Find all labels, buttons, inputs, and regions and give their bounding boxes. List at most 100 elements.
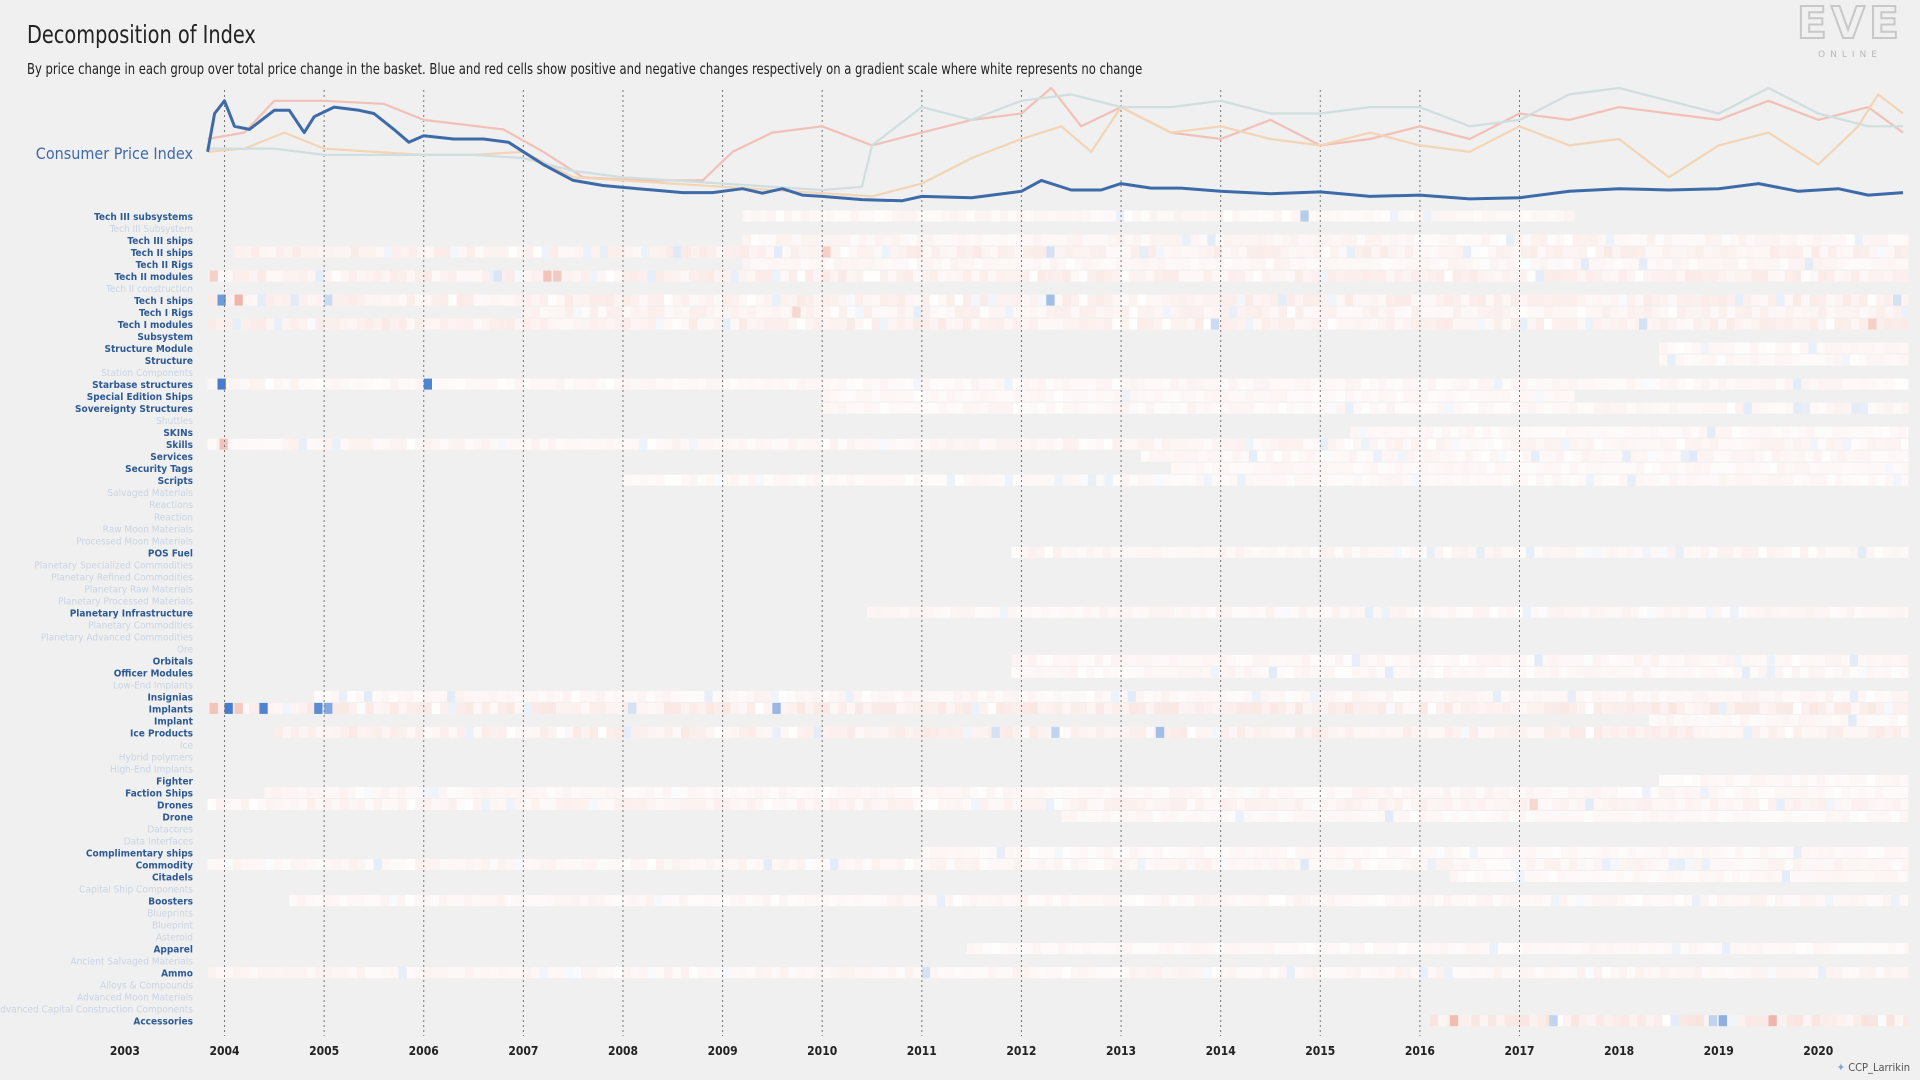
heatmap-cell [720,690,730,702]
heatmap-cell [1780,234,1789,246]
heatmap-cell [1228,390,1238,402]
heatmap-cell [1899,690,1909,702]
heatmap-cell [1815,871,1824,882]
heatmap-cell [696,690,705,702]
heatmap-cell [1185,546,1195,558]
heatmap-cell [381,294,391,306]
heatmap-cell [1650,895,1660,907]
heatmap-cell [1854,450,1864,462]
heatmap-cell [1527,462,1537,474]
heatmap-cell [1370,390,1379,402]
heatmap-cell [729,787,738,798]
heatmap-cell [705,702,715,714]
heatmap-cell [1121,390,1130,402]
heatmap-cell [448,967,457,979]
heatmap-cell [812,690,821,702]
heatmap-cell [896,402,906,414]
heatmap-cell [1272,246,1281,258]
heatmap-cell [872,402,881,414]
heatmap-cell [1784,702,1794,714]
heatmap-cell [1838,606,1847,618]
heatmap-cell [1460,318,1470,330]
heatmap-cell [207,378,217,390]
heatmap-cell [315,799,325,810]
heatmap-cell [1509,546,1519,558]
heatmap-cell [1104,402,1113,414]
heatmap-cell [1194,654,1203,666]
heatmap-cell [1879,258,1889,270]
heatmap-cell [1202,895,1211,907]
heatmap-cell [863,967,872,979]
heatmap-cell [1542,546,1552,558]
heatmap-cell [1844,246,1854,258]
heatmap-cell [1438,246,1447,258]
heatmap-cell [1649,714,1658,726]
heatmap-cell [1287,390,1296,402]
heatmap-cell [348,702,358,714]
heatmap-cell [1622,606,1631,618]
heatmap-cell [920,787,929,798]
heatmap-cell [1170,438,1179,450]
heatmap-cell [950,210,959,222]
heatmap-cell [1444,859,1453,870]
heatmap-cell [833,234,843,246]
heatmap-cell [364,787,373,798]
heatmap-cell [380,895,390,907]
heatmap-cell [1899,666,1909,678]
heatmap-cell [348,270,358,282]
heatmap-cell [242,246,252,258]
heatmap-cell [1062,270,1072,282]
heatmap-cell [847,390,856,402]
heatmap-cell [1311,702,1321,714]
heatmap-cell [1486,726,1495,738]
heatmap-cell [1361,702,1370,714]
heatmap-cell [654,690,664,702]
heatmap-cell [1054,318,1063,330]
heatmap-cell [583,246,592,258]
heatmap-cell [911,895,921,907]
heatmap-cell [1401,666,1411,678]
heatmap-cell [900,606,909,618]
heatmap-cell [1112,318,1121,330]
heatmap-cell [1868,306,1877,318]
heatmap-cell [614,270,623,282]
heatmap-cell [1810,462,1819,474]
heatmap-cell [1079,390,1089,402]
heatmap-cell [805,726,815,738]
heatmap-cell [1864,871,1874,882]
heatmap-cell [1311,318,1321,330]
heatmap-cell [1335,666,1344,678]
heatmap-cell [1228,294,1238,306]
heatmap-cell [406,799,416,810]
heatmap-cell [1021,847,1030,858]
heatmap-cell [1590,426,1600,438]
heatmap-cell [1801,859,1810,870]
heatmap-cell [1875,702,1885,714]
heatmap-cell [1851,306,1860,318]
heatmap-cell [1892,474,1902,486]
heatmap-cell [1725,895,1734,907]
heatmap-cell [1439,210,1449,222]
heatmap-cell [1675,354,1685,366]
heatmap-cell [1536,462,1545,474]
heatmap-cell [1394,306,1404,318]
heatmap-cell [249,294,258,306]
heatmap-cell [1560,474,1570,486]
heatmap-cell-highlight [224,702,233,714]
heatmap-cell [1786,246,1796,258]
heatmap-cell [763,702,773,714]
heatmap-cell-highlight [324,702,333,714]
heatmap-cell [232,318,242,330]
heatmap-cell [1863,234,1872,246]
heatmap-cell [763,799,773,810]
heatmap-cell [267,246,277,258]
heatmap-cell [1560,438,1570,450]
heatmap-cell [257,799,266,810]
heatmap-cell [1619,847,1628,858]
heatmap-cell [506,438,515,450]
heatmap-cell [1294,702,1304,714]
heatmap-cell [1899,811,1909,822]
heatmap-cell [1874,690,1884,702]
heatmap-cell [1740,426,1749,438]
heatmap-cell [1655,606,1665,618]
